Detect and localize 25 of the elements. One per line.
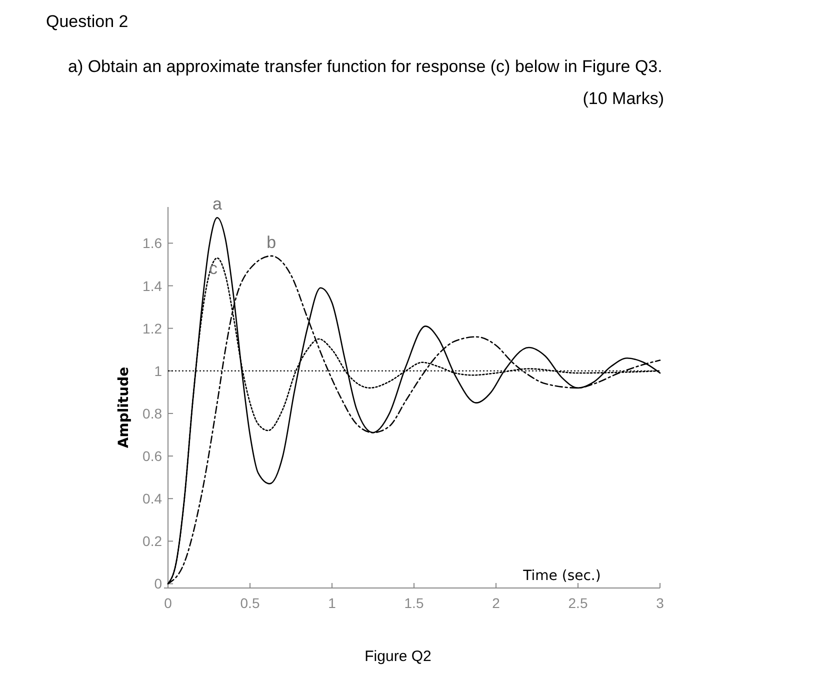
- x-tick-label: 0.5: [240, 595, 260, 611]
- y-tick-label: 1.6: [142, 235, 162, 252]
- x-tick-label: 2.5: [568, 595, 588, 611]
- x-tick-label: 1: [328, 595, 336, 611]
- chart-subtitle: a) Obtain an approximate transfer function for response (c) below in Figure Q3.: [68, 57, 662, 76]
- series-label: a: [212, 194, 222, 214]
- caption: Figure Q2: [364, 648, 432, 665]
- y-tick-label: 0.4: [142, 490, 162, 507]
- series-label: b: [266, 232, 276, 252]
- y-tick-label: 0.8: [142, 405, 162, 422]
- chart-title: Question 2: [46, 12, 128, 31]
- y-tick-label: 0.6: [142, 448, 162, 464]
- y-tick-label: 1.4: [142, 278, 162, 294]
- series-label: c: [208, 259, 218, 278]
- x-axis-title: Time (sec.): [522, 568, 601, 584]
- y-tick-label: 1: [154, 362, 162, 379]
- y-tick-label: 0.2: [142, 533, 162, 550]
- y-tick-label: 1.2: [142, 320, 162, 336]
- y-tick-label: 0: [154, 576, 162, 592]
- x-tick-label: 1.5: [404, 595, 424, 611]
- x-tick-label: 3: [656, 595, 664, 611]
- text: (10 Marks): [582, 89, 664, 108]
- x-tick-label: 0: [164, 595, 172, 611]
- x-tick-label: 2: [492, 595, 500, 611]
- y-axis-title: Amplitude: [116, 366, 132, 448]
